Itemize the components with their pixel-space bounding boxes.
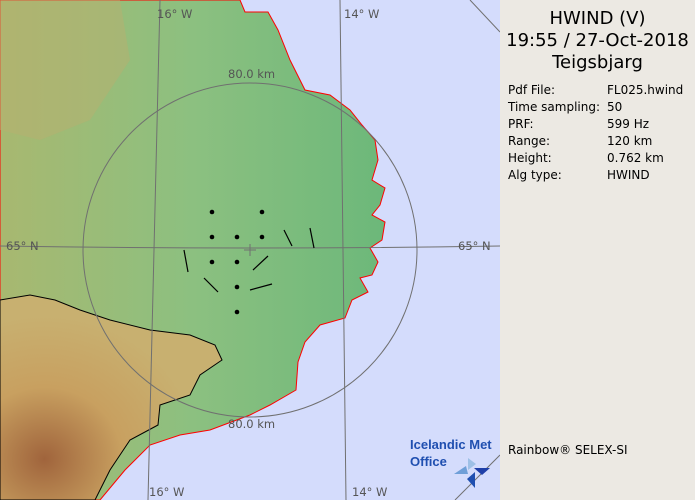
info-row: PRF: 599 Hz — [508, 117, 650, 131]
info-row: Range: 120 km — [508, 134, 653, 148]
meridian-16w — [147, 0, 161, 500]
wind-point — [234, 284, 240, 290]
label-lat-65n-left: 65° N — [6, 239, 39, 253]
info-panel: HWIND (V) 19:55 / 27-Oct-2018 Teigsbjarg… — [500, 0, 695, 500]
wind-point — [209, 259, 215, 265]
info-row: Alg type: HWIND — [508, 168, 650, 182]
wind-point — [234, 309, 240, 315]
label-lon-14w-top: 14° W — [344, 7, 379, 21]
domain-edge-top — [469, 0, 500, 33]
metadata-list: Pdf File: FL025.hwind Time sampling: 50 PR… — [508, 82, 695, 184]
wind-point — [234, 234, 240, 240]
label-lon-16w-bottom: 16° W — [149, 485, 184, 499]
wind-point — [234, 259, 240, 265]
domain-edge-bottom — [454, 454, 500, 500]
imo-logo: Icelandic Met Office — [410, 437, 492, 488]
radar-map[interactable]: 16° W 14° W 16° W 14° W 65° N 65° N 80.0… — [0, 0, 500, 500]
label-lat-65n-right: 65° N — [458, 239, 491, 253]
label-ring-top: 80.0 km — [228, 67, 275, 81]
wind-points — [209, 209, 265, 315]
info-row: Time sampling: 50 — [508, 100, 623, 114]
wind-point — [209, 209, 215, 215]
label-lon-16w-top: 16° W — [157, 7, 192, 21]
svg-text:Office: Office — [410, 454, 447, 469]
info-row: Pdf File: FL025.hwind — [508, 83, 684, 97]
label-ring-bottom: 80.0 km — [228, 417, 275, 431]
product-title: HWIND (V) — [549, 8, 646, 29]
svg-text:Icelandic Met: Icelandic Met — [410, 437, 492, 452]
wind-point — [209, 234, 215, 240]
meridian-14w — [339, 0, 347, 500]
highlands — [0, 294, 223, 500]
wind-point — [259, 234, 265, 240]
datetime: 19:55 / 27-Oct-2018 — [506, 30, 689, 51]
label-lon-14w-bottom: 14° W — [352, 485, 387, 499]
upland-patch — [0, 0, 130, 140]
site-name: Teigsbjarg — [552, 52, 643, 73]
radar-site-icon — [244, 244, 256, 256]
credit-text: Rainbow® SELEX-SI — [508, 443, 628, 457]
wind-barbs — [183, 227, 315, 293]
info-row: Height: 0.762 km — [508, 151, 664, 165]
range-ring-80km — [82, 82, 418, 418]
wind-point — [259, 209, 265, 215]
